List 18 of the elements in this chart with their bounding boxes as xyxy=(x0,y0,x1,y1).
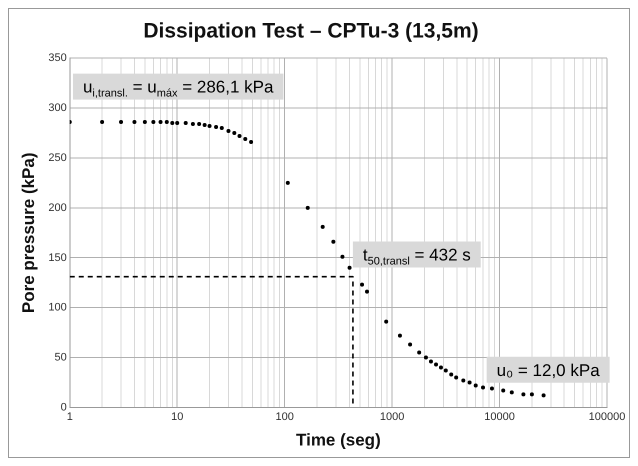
x-tick-label: 1000 xyxy=(380,411,404,424)
y-tick-label: 300 xyxy=(48,102,67,114)
y-tick-label: 350 xyxy=(48,52,67,64)
y-tick-label: 250 xyxy=(48,152,67,164)
x-axis-title: Time (seg) xyxy=(296,430,381,450)
chart-title: Dissipation Test – CPTu-3 (13,5m) xyxy=(143,19,479,42)
x-tick-label: 100000 xyxy=(588,411,626,424)
x-tick-label: 10 xyxy=(171,411,184,424)
y-tick-label: 50 xyxy=(54,352,67,364)
y-tick-label: 200 xyxy=(48,202,67,214)
y-tick-label: 0 xyxy=(60,401,67,414)
x-tick-label: 10000 xyxy=(484,411,515,424)
y-tick-label: 100 xyxy=(48,302,67,314)
x-tick-label: 100 xyxy=(275,411,294,424)
x-tick-label: 1 xyxy=(66,411,73,424)
y-axis-title: Pore pressure (kPa) xyxy=(18,152,38,314)
annotation: u₀ = 12,0 kPa xyxy=(496,360,600,380)
y-tick-label: 150 xyxy=(48,252,67,264)
